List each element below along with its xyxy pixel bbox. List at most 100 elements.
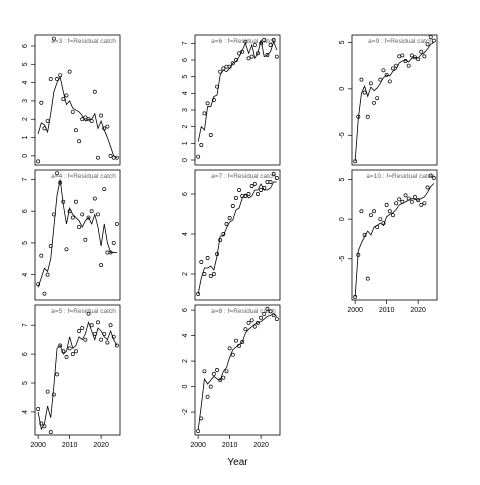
data-point bbox=[249, 184, 254, 188]
x-tick-label: 2020 bbox=[93, 442, 109, 449]
panel-title: a=7 : f=Residual catch bbox=[211, 173, 276, 180]
data-point bbox=[416, 57, 421, 62]
data-point bbox=[359, 77, 364, 82]
data-point bbox=[256, 192, 260, 196]
y-tick-label: 4 bbox=[182, 91, 189, 95]
data-point bbox=[89, 323, 94, 328]
data-point bbox=[218, 69, 223, 74]
data-point bbox=[70, 352, 75, 357]
y-tick-label: 0 bbox=[339, 87, 346, 91]
data-point bbox=[86, 311, 91, 316]
data-point bbox=[73, 128, 78, 133]
y-tick-label: 7 bbox=[22, 323, 29, 327]
data-point bbox=[274, 176, 279, 180]
y-tick-label: 2 bbox=[182, 359, 189, 363]
panel-frame bbox=[34, 34, 121, 166]
data-point bbox=[102, 187, 107, 191]
panel-frame bbox=[34, 169, 121, 301]
data-point bbox=[96, 320, 100, 325]
y-tick-label: 7 bbox=[22, 177, 29, 181]
y-tick-label: -5 bbox=[339, 256, 346, 262]
data-point bbox=[55, 372, 59, 377]
data-point bbox=[89, 209, 94, 214]
data-point bbox=[224, 222, 229, 226]
data-point bbox=[45, 272, 50, 277]
y-tick-label: 6 bbox=[182, 58, 189, 62]
data-point bbox=[384, 72, 389, 77]
fit-line bbox=[37, 76, 118, 159]
data-point bbox=[111, 334, 116, 339]
data-point bbox=[368, 213, 373, 218]
data-point bbox=[211, 98, 216, 102]
data-point bbox=[55, 171, 59, 176]
data-point bbox=[108, 323, 113, 328]
fit-line bbox=[197, 313, 278, 430]
data-point bbox=[233, 196, 238, 200]
data-point bbox=[230, 352, 235, 357]
panel-frame bbox=[34, 304, 121, 436]
panel-frame bbox=[194, 169, 281, 301]
data-point bbox=[199, 260, 204, 264]
data-point bbox=[419, 49, 424, 54]
panel-title: a=10 : f=Residual catch bbox=[366, 173, 435, 180]
data-point bbox=[265, 306, 270, 311]
data-point bbox=[259, 188, 264, 192]
data-point bbox=[77, 225, 82, 230]
data-point bbox=[42, 291, 47, 296]
data-point bbox=[375, 96, 380, 101]
y-tick-label: 2 bbox=[182, 125, 189, 129]
data-point bbox=[64, 247, 69, 252]
data-point bbox=[70, 215, 75, 220]
data-point bbox=[243, 327, 248, 332]
data-point bbox=[406, 63, 411, 68]
data-point bbox=[409, 53, 414, 58]
y-tick-label: 5 bbox=[339, 40, 346, 44]
data-point bbox=[256, 320, 260, 325]
data-point bbox=[271, 172, 276, 176]
y-tick-label: 1 bbox=[182, 141, 189, 145]
fit-line bbox=[37, 321, 118, 431]
data-point bbox=[111, 240, 116, 245]
data-point bbox=[252, 324, 257, 329]
y-tick-label: 1 bbox=[22, 135, 29, 139]
panel-title: a=4 : f=Residual catch bbox=[51, 173, 116, 180]
data-point bbox=[425, 185, 430, 190]
data-point bbox=[233, 338, 238, 343]
data-point bbox=[51, 36, 56, 41]
data-point bbox=[387, 209, 392, 214]
data-point bbox=[96, 155, 100, 160]
data-point bbox=[80, 117, 85, 122]
data-point bbox=[384, 202, 389, 207]
data-point bbox=[409, 199, 414, 204]
data-point bbox=[268, 43, 273, 47]
data-point bbox=[274, 54, 279, 59]
data-point bbox=[230, 204, 235, 208]
data-point bbox=[246, 56, 251, 61]
data-point bbox=[249, 318, 254, 323]
data-point bbox=[80, 326, 85, 331]
data-point bbox=[114, 155, 119, 160]
data-point bbox=[246, 192, 251, 196]
panel-title: a=8 : f=Residual catch bbox=[211, 308, 276, 315]
data-point bbox=[359, 209, 364, 214]
data-point bbox=[196, 154, 201, 159]
y-tick-label: 4 bbox=[182, 334, 189, 338]
panel-title: a=5 : f=Residual catch bbox=[51, 308, 116, 315]
data-point bbox=[428, 34, 433, 39]
data-point bbox=[39, 100, 44, 105]
x-axis-label: Year bbox=[227, 457, 248, 468]
data-point bbox=[64, 355, 69, 359]
data-point bbox=[215, 368, 219, 372]
data-point bbox=[61, 349, 66, 354]
data-point bbox=[211, 272, 216, 276]
data-point bbox=[240, 340, 245, 344]
data-point bbox=[400, 53, 405, 58]
data-point bbox=[83, 337, 88, 342]
y-tick-label: 4 bbox=[182, 232, 189, 236]
data-point bbox=[39, 421, 44, 426]
data-point bbox=[67, 346, 72, 351]
data-point bbox=[431, 175, 436, 180]
data-point bbox=[274, 317, 279, 321]
panel-frame bbox=[194, 304, 281, 436]
